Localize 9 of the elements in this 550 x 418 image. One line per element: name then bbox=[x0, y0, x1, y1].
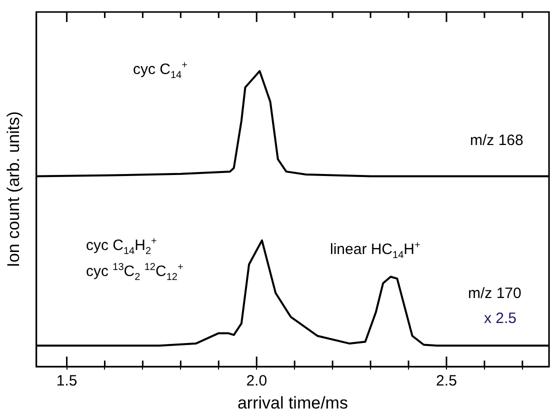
x-tick-label: 2.0 bbox=[246, 372, 268, 390]
y-axis-title: Ion count (arb. units) bbox=[4, 111, 23, 268]
annotation: m/z 168 bbox=[470, 132, 524, 149]
x-tick-label: 1.5 bbox=[56, 372, 78, 390]
annotation: x 2.5 bbox=[484, 310, 517, 327]
x-axis-title: arrival time/ms bbox=[237, 393, 348, 412]
annotation: linear HC$_{14}$H$^{+}$ bbox=[330, 240, 420, 261]
annotation: m/z 170 bbox=[468, 285, 522, 302]
x-tick-label: 2.5 bbox=[436, 372, 457, 390]
